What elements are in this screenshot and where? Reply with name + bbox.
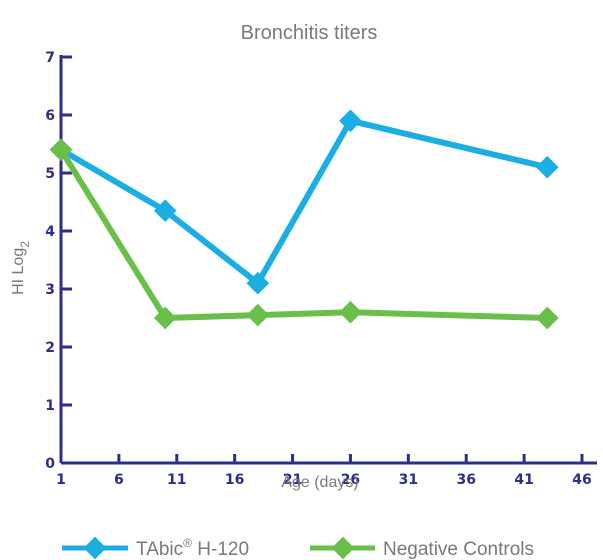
y-tick-label: 2 bbox=[45, 340, 55, 356]
x-axis-title: Age (days) bbox=[281, 474, 358, 491]
series-negative-controls bbox=[49, 138, 559, 330]
x-tick-label: 31 bbox=[399, 472, 418, 488]
chart-title: Bronchitis titers bbox=[241, 22, 378, 44]
y-tick-label: 7 bbox=[45, 50, 55, 66]
axes bbox=[59, 55, 597, 465]
svg-text:TAbic® H-120: TAbic® H-120 bbox=[136, 536, 249, 560]
legend-label-negative-controls: Negative Controls bbox=[383, 539, 534, 560]
x-tick-label: 21 bbox=[283, 472, 302, 488]
y-axis-title-text: HI Log bbox=[10, 248, 27, 295]
x-tick-label: 1 bbox=[56, 472, 66, 488]
svg-text:HI Log2: HI Log2 bbox=[10, 241, 32, 295]
y-tick-label: 0 bbox=[45, 456, 55, 472]
y-axis-title: HI Log2 bbox=[10, 241, 32, 295]
legend-item-tabic: TAbic® H-120 bbox=[62, 536, 249, 560]
legend-label-tabic-registered: ® bbox=[183, 536, 192, 550]
x-tick-label: 11 bbox=[167, 472, 186, 488]
legend-item-negative-controls: Negative Controls bbox=[310, 536, 534, 560]
y-tick-label: 6 bbox=[45, 108, 55, 124]
legend-marker-tabic bbox=[83, 536, 107, 560]
x-tick-label: 6 bbox=[114, 472, 124, 488]
data-point bbox=[246, 271, 270, 295]
x-tick-label: 26 bbox=[341, 472, 360, 488]
series-layer bbox=[49, 109, 559, 330]
series-line-negative-controls bbox=[58, 146, 551, 321]
series-line-tabic bbox=[58, 117, 551, 287]
y-ticks: 0 1 2 3 4 5 6 7 bbox=[45, 50, 72, 472]
y-tick-label: 1 bbox=[45, 398, 55, 414]
y-tick-label: 4 bbox=[45, 224, 55, 240]
data-point bbox=[535, 155, 559, 179]
x-ticks: 1 6 11 16 21 26 31 36 41 46 bbox=[56, 454, 592, 488]
legend-label-tabic: TAbic bbox=[136, 539, 183, 560]
legend: TAbic® H-120 Negative Controls bbox=[62, 536, 534, 560]
y-tick-label: 5 bbox=[45, 166, 55, 182]
x-tick-label: 16 bbox=[225, 472, 244, 488]
data-point bbox=[339, 109, 362, 133]
legend-label-tabic-suffix: H-120 bbox=[192, 539, 249, 560]
data-point bbox=[535, 306, 559, 330]
data-point bbox=[339, 300, 362, 324]
y-tick-label: 3 bbox=[45, 282, 55, 298]
data-point bbox=[246, 303, 270, 327]
y-axis-title-subscript: 2 bbox=[18, 241, 32, 248]
x-tick-label: 36 bbox=[456, 472, 475, 488]
x-tick-label: 46 bbox=[572, 472, 591, 488]
legend-marker-negative-controls bbox=[331, 536, 355, 560]
series-tabic bbox=[49, 109, 559, 295]
x-tick-label: 41 bbox=[514, 472, 533, 488]
